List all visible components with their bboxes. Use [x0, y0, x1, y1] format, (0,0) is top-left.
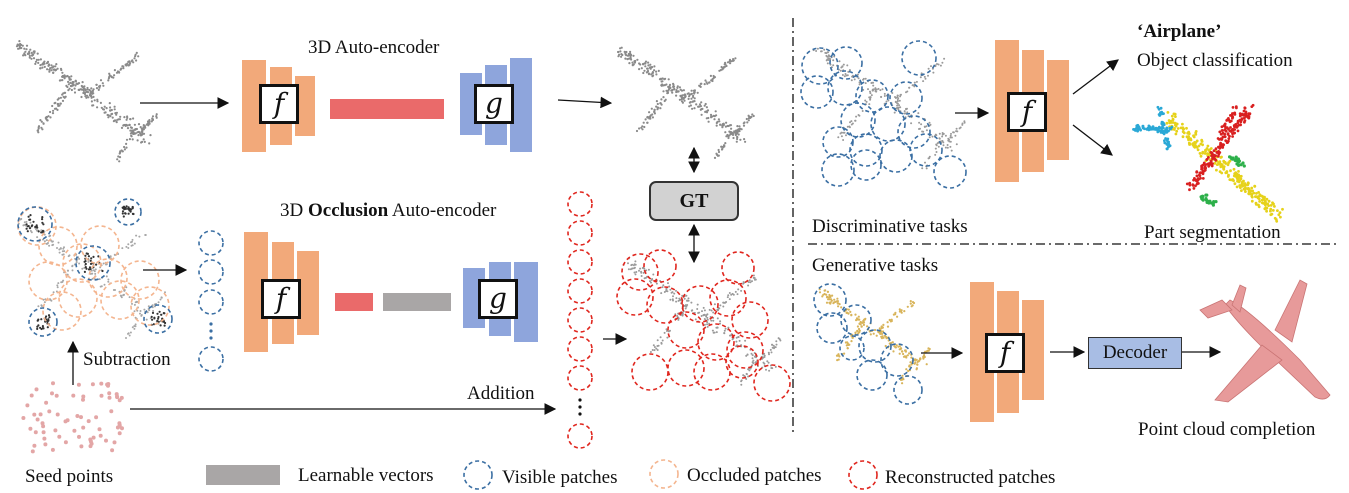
- top-encoder-f: f: [259, 84, 299, 124]
- completion-label: Point cloud completion: [1138, 419, 1316, 440]
- legend-reconstructed-label: Reconstructed patches: [885, 467, 1056, 488]
- top-decoder-g: g: [474, 84, 514, 124]
- legend-learnable-swatch: [206, 465, 280, 485]
- completed-airplane-mesh: [1199, 279, 1331, 403]
- discriminative-patch-circles: [800, 40, 967, 189]
- legend-occluded-circle: [649, 459, 679, 489]
- gt-box: GT: [649, 181, 739, 221]
- visible-column-ellipsis: [209, 322, 213, 340]
- discriminative-label: Discriminative tasks: [812, 216, 968, 237]
- seed-points-cloud: [21, 381, 124, 454]
- generative-label: Generative tasks: [812, 255, 939, 276]
- occ-decoder-g: g: [478, 279, 518, 319]
- legend-occluded-label: Occluded patches: [687, 465, 822, 486]
- legend-reconstructed-circle: [848, 460, 878, 490]
- occ-ae-title: 3D Occlusion Auto-encoder: [280, 200, 497, 221]
- reconstructed-column-ellipsis: [578, 398, 582, 416]
- legend-visible-label: Visible patches: [502, 467, 618, 488]
- part-segmentation-airplane: [1132, 103, 1284, 223]
- reconstructed-patch-circles: [616, 249, 791, 402]
- reconstructed-airplane-point-cloud: [622, 257, 782, 386]
- input-airplane-point-cloud: [15, 40, 158, 163]
- output-airplane-point-cloud: [617, 46, 755, 159]
- flow-arrows: [67, 59, 1222, 415]
- occ-encoder-f: f: [261, 279, 301, 319]
- decoder-box: Decoder: [1088, 337, 1182, 369]
- generative-airplane-point-cloud: [818, 288, 931, 385]
- reconstructed-patch-column: [567, 191, 593, 449]
- legend-visible-circle: [463, 460, 493, 490]
- occluded-patch-circles: [17, 206, 170, 331]
- top-latent-bar: [330, 99, 444, 119]
- part-segmentation-label: Part segmentation: [1144, 222, 1281, 243]
- object-classification-label: Object classification: [1137, 50, 1293, 71]
- occluded-airplane-point-cloud: [17, 205, 167, 339]
- legend-learnable-label: Learnable vectors: [298, 465, 434, 486]
- ae-title: 3D Auto-encoder: [308, 37, 440, 58]
- occluded-visible-patch-circles: [17, 198, 173, 337]
- visible-patch-column: [198, 230, 224, 372]
- gen-encoder-f: f: [985, 333, 1025, 373]
- airplane-class-label: ‘Airplane’: [1137, 21, 1222, 42]
- occ-latent-bar: [335, 293, 373, 311]
- seed-points-label: Seed points: [25, 466, 114, 487]
- subtraction-label: Subtraction: [83, 349, 171, 370]
- generative-patch-circles: [813, 283, 923, 405]
- disc-encoder-f: f: [1007, 92, 1047, 132]
- addition-label: Addition: [467, 383, 535, 404]
- occ-learnable-bar: [383, 293, 451, 311]
